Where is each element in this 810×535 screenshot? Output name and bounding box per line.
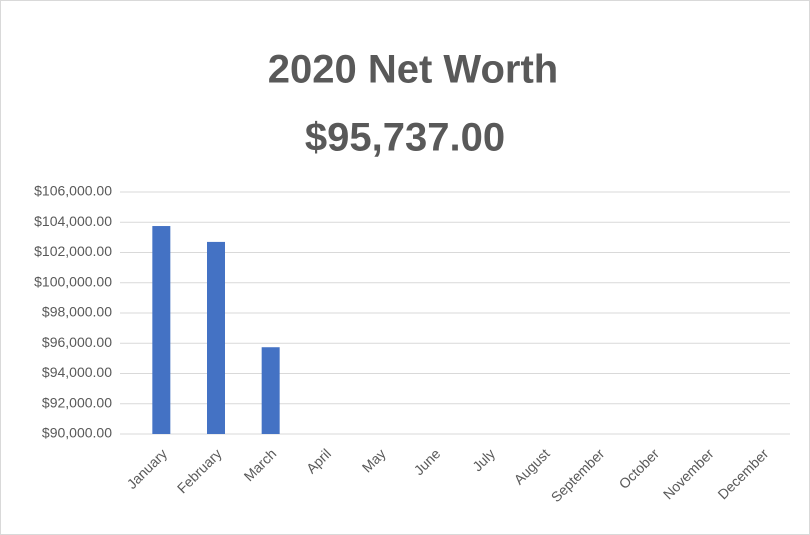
y-tick-label: $100,000.00 [34,273,112,289]
chart-title: 2020 Net Worth [268,48,558,92]
y-tick-label: $96,000.00 [42,334,112,350]
y-tick-label: $94,000.00 [42,364,112,380]
y-tick-label: $90,000.00 [42,425,112,441]
y-tick-label: $92,000.00 [42,394,112,410]
y-tick-label: $104,000.00 [34,213,112,229]
bar [261,347,280,434]
bar [152,226,171,434]
chart-subtitle: $95,737.00 [305,116,505,160]
y-tick-label: $102,000.00 [34,243,112,259]
bar [207,241,225,434]
y-tick-label: $98,000.00 [42,304,112,320]
y-tick-label: $106,000.00 [34,183,112,199]
